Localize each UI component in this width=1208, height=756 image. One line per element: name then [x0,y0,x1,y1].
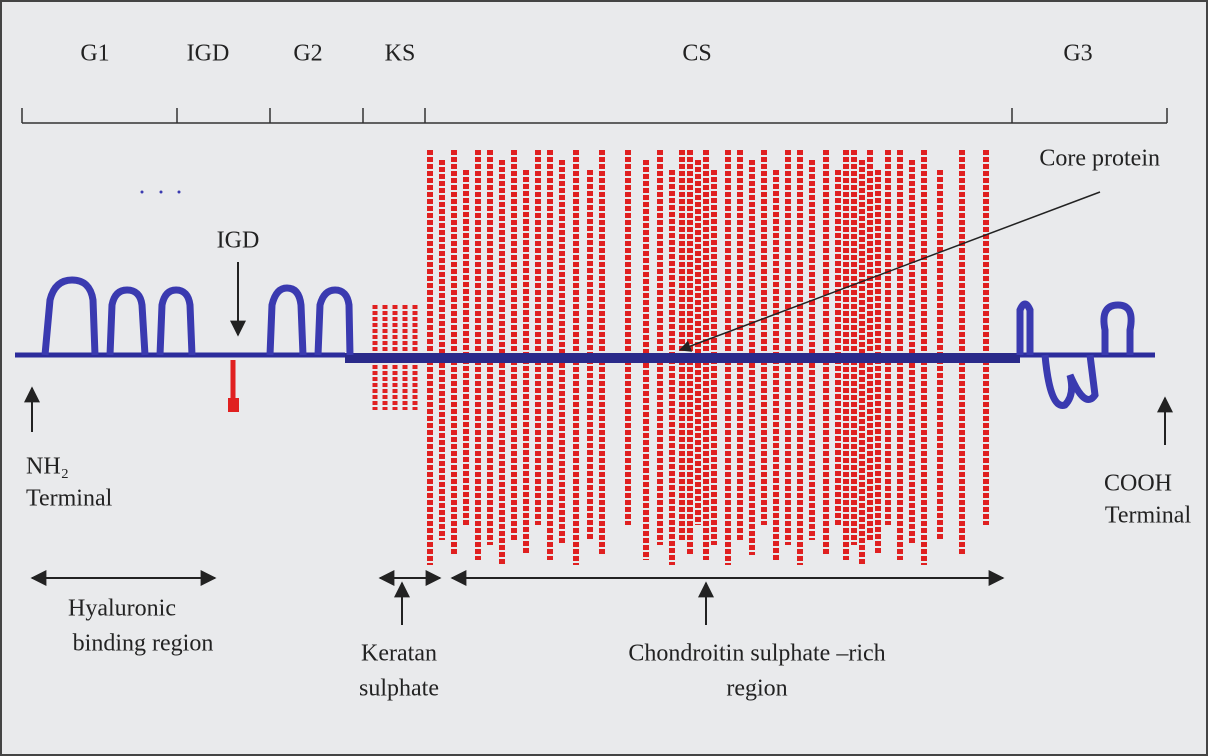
nh2-label: NH₂ [26,454,69,480]
region-label: Chondroitin sulphate –rich [628,641,885,667]
domain-label: CS [682,41,711,67]
nh2-label: Terminal [26,486,113,512]
region-label: region [726,676,787,702]
dot [177,190,181,194]
core-protein-label: Core protein [1039,146,1160,172]
region-label: sulphate [359,676,439,702]
domain-label: IGD [187,41,230,67]
core-protein [15,276,1155,409]
region-label: binding region [73,631,214,657]
domain-label: G3 [1063,41,1092,67]
cooh-label: Terminal [1105,503,1192,529]
arrows [24,191,1173,625]
region-label: Hyaluronic [68,596,176,622]
domain-label: G1 [80,41,109,67]
cooh-label: COOH [1104,471,1172,497]
domain-label: KS [385,41,416,67]
domain-scale [21,108,1168,124]
domain-label: G2 [293,41,322,67]
region-label: Keratan [361,641,437,667]
dot [159,190,163,194]
igd-label: IGD [217,228,260,254]
dot [140,190,144,194]
ks-chains [228,305,418,412]
